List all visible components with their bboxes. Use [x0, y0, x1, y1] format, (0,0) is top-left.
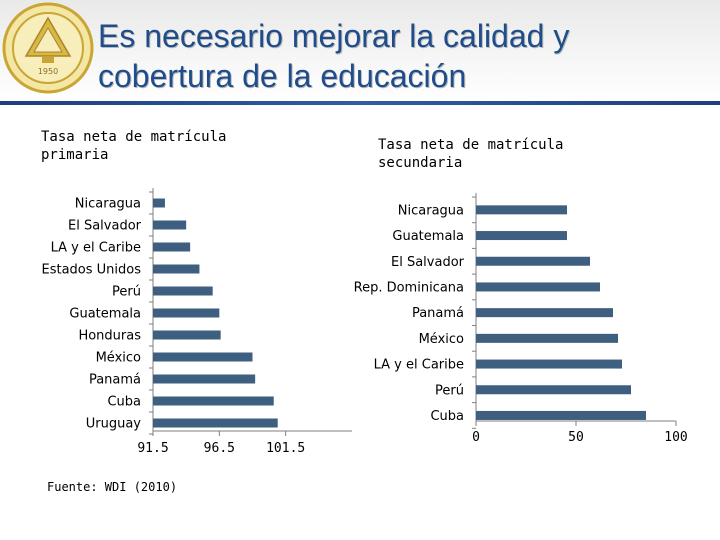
primary-bar-la-y-el-caribe [153, 242, 191, 252]
primary-x-tick-label: 101.5 [266, 441, 305, 456]
primary-bar-m-xico [153, 352, 253, 362]
slide-header [0, 0, 720, 104]
primary-bar-per- [153, 286, 213, 296]
primary-category-label: México [96, 351, 141, 366]
primary-x-tick-label: 91.5 [137, 441, 168, 456]
secondary-bar-el-salvador [476, 256, 590, 266]
primary-bar-el-salvador [153, 220, 187, 230]
primary-bar-nicaragua [153, 198, 165, 208]
primary-category-label: Guatemala [69, 307, 141, 322]
secondary-x-tick-label: 0 [472, 430, 480, 445]
secondary-x-tick-label: 100 [664, 430, 687, 445]
secondary-category-label: Cuba [430, 409, 464, 424]
secondary-bar-nicaragua [476, 205, 567, 215]
secondary-bar-rep-dominicana [476, 282, 600, 292]
primary-bar-estados-unidos [153, 264, 200, 274]
secondary-category-label: Panamá [412, 306, 464, 321]
primary-category-label: Uruguay [86, 417, 142, 432]
primary-chart-title: Tasa neta de matrícula primaria [41, 129, 227, 163]
secondary-category-label: Perú [435, 383, 464, 398]
primary-category-label: Perú [112, 285, 141, 300]
primary-bar-panam- [153, 374, 256, 384]
primary-category-label: Panamá [89, 373, 141, 388]
secondary-bar-la-y-el-caribe [476, 359, 622, 369]
primary-bar-uruguay [153, 418, 278, 428]
secondary-category-label: LA y el Caribe [374, 358, 464, 373]
secondary-bar-cuba [476, 410, 646, 420]
primary-category-label: El Salvador [68, 219, 142, 234]
primary-bar-cuba [153, 396, 274, 406]
secondary-chart-title: Tasa neta de matrícula secundaria [378, 137, 564, 171]
university-seal-icon: 1950 [2, 2, 94, 94]
secondary-bar-panam- [476, 308, 613, 318]
header-rule [0, 101, 720, 105]
secondary-category-label: México [419, 332, 464, 347]
primary-x-tick-label: 96.5 [204, 441, 235, 456]
secondary-category-label: El Salvador [391, 255, 465, 270]
secondary-category-label: Nicaragua [398, 203, 464, 218]
secondary-bar-per- [476, 385, 631, 395]
primary-category-label: Cuba [107, 395, 141, 410]
primary-category-label: LA y el Caribe [51, 241, 141, 256]
source-note: Fuente: WDI (2010) [47, 480, 178, 494]
secondary-x-tick-label: 50 [568, 430, 584, 445]
secondary-category-label: Guatemala [392, 229, 464, 244]
page-title: Es necesario mejorar la calidad y cobert… [98, 18, 570, 94]
primary-category-label: Nicaragua [75, 197, 141, 212]
secondary-bar-m-xico [476, 333, 618, 343]
seal-year: 1950 [38, 67, 58, 76]
primary-category-label: Estados Unidos [41, 263, 141, 278]
secondary-category-label: Rep. Dominicana [354, 280, 464, 295]
primary-bar-guatemala [153, 308, 220, 318]
primary-category-label: Honduras [78, 329, 141, 344]
secondary-bar-guatemala [476, 231, 567, 241]
primary-bar-honduras [153, 330, 221, 340]
